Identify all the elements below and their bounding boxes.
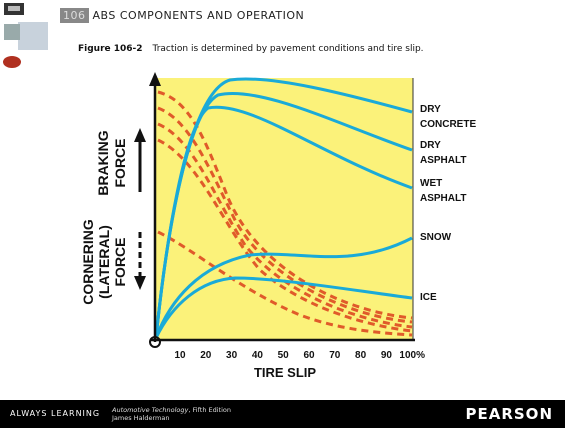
x-ticks: 10 20 30 40 50 60 70 80 90 100%	[174, 350, 425, 361]
x-tick-label: 100%	[399, 350, 425, 361]
chapter-title: ABS COMPONENTS AND OPERATION	[92, 9, 305, 22]
publisher: PEARSON	[465, 405, 553, 423]
curve-label: DRY	[420, 140, 441, 151]
curve-label: SNOW	[420, 232, 452, 243]
braking-arrowhead	[134, 128, 146, 142]
chapter-number: 106	[60, 8, 89, 23]
x-tick-label: 90	[381, 350, 393, 361]
curve-label: WET	[420, 178, 442, 189]
curve-label: ASPHALT	[420, 155, 466, 166]
x-tick-label: 10	[174, 350, 186, 361]
x-tick-label: 20	[200, 350, 212, 361]
braking-curves	[154, 77, 413, 339]
slide-header: 106 ABS COMPONENTS AND OPERATION	[60, 8, 304, 23]
x-tick-label: 30	[226, 350, 238, 361]
book-title: Automotive Technology	[112, 406, 189, 414]
x-tick-label: 60	[303, 350, 315, 361]
edition: Fifth Edition	[192, 406, 232, 414]
y-label: CORNERING	[80, 219, 96, 305]
curve-labels: DRY CONCRETE DRY ASPHALT WET ASPHALT SNOW ICE	[420, 104, 476, 303]
footer: ALWAYS LEARNING Automotive Technology, F…	[0, 400, 565, 428]
footer-tagline: ALWAYS LEARNING	[10, 409, 101, 418]
figure-label: Figure 106-2	[78, 44, 143, 54]
author: James Halderman	[112, 414, 170, 422]
plot-area	[155, 78, 413, 340]
figure-caption: Figure 106-2 Traction is determined by pa…	[78, 44, 424, 54]
y-label: (LATERAL)	[96, 225, 112, 299]
x-tick-label: 50	[278, 350, 290, 361]
y-label: FORCE	[112, 139, 128, 188]
x-tick-label: 80	[355, 350, 367, 361]
cornering-arrowhead	[134, 276, 146, 290]
origin	[149, 336, 161, 348]
x-tick-label: 40	[252, 350, 264, 361]
book-info: Automotive Technology, Fifth Edition Jame…	[112, 406, 232, 422]
curve-label: CONCRETE	[420, 119, 476, 130]
curve-label: DRY	[420, 104, 441, 115]
header-icons	[3, 3, 48, 68]
caption-text: Traction is determined by pavement condi…	[152, 44, 424, 54]
curve-label: ASPHALT	[420, 193, 466, 204]
x-axis-title: TIRE SLIP	[254, 365, 316, 380]
curve-label: ICE	[420, 292, 437, 303]
y-label: FORCE	[112, 238, 128, 287]
x-tick-label: 70	[329, 350, 341, 361]
y-label: BRAKING	[95, 130, 111, 195]
y-arrow	[149, 72, 161, 86]
